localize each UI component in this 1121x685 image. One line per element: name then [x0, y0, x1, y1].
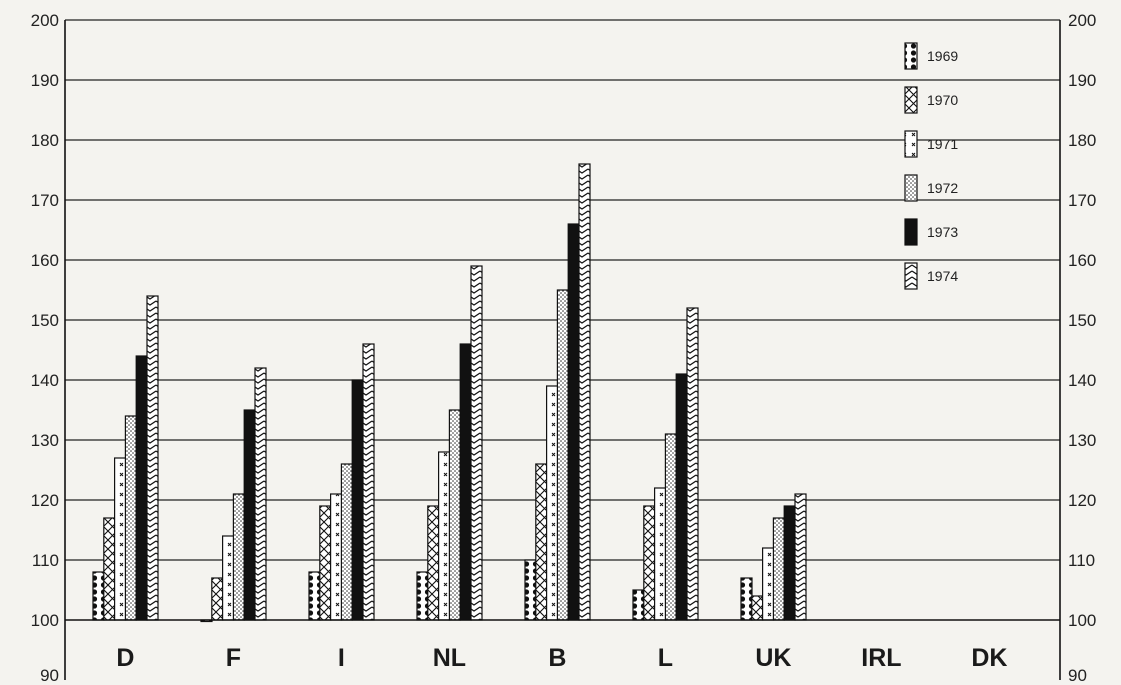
- y-tick-label-right: 100: [1068, 611, 1096, 630]
- bar-l-1974: [686, 307, 699, 621]
- bar-i-1972: [340, 463, 353, 621]
- bar-uk-1972: [772, 517, 786, 621]
- bar-nl-1969: [416, 571, 429, 621]
- legend-swatch-1969: [904, 42, 918, 70]
- bar-b-1969: [524, 559, 537, 621]
- bar-uk-1969: [740, 577, 753, 621]
- category-label: D: [116, 644, 134, 672]
- legend-label: 1972: [927, 180, 958, 196]
- category-label: B: [548, 644, 566, 672]
- y-tick-label: 110: [32, 551, 59, 570]
- legend-label: 1973: [927, 224, 958, 240]
- legend-label: 1974: [927, 268, 958, 284]
- y-tick-label: 170: [31, 191, 59, 210]
- bars: [92, 163, 807, 623]
- y-tick-label: 200: [31, 11, 59, 30]
- category-labels: D F I NL B L UK IRL DK: [116, 644, 1007, 672]
- bar-f-1971: [222, 535, 235, 621]
- bar-d-1970: [103, 517, 116, 621]
- legend-label: 1971: [927, 136, 958, 152]
- bar-l-1969: [632, 589, 645, 621]
- bar-d-1974: [146, 295, 159, 621]
- legend-swatch-1972: [904, 174, 918, 202]
- y-tick-label-right: 90: [1068, 666, 1087, 685]
- bar-b-1971: [545, 385, 559, 621]
- y-tick-label-right: 200: [1068, 11, 1096, 30]
- y-tick-label-right: 170: [1068, 191, 1096, 210]
- y-tick-label: 150: [31, 311, 59, 330]
- category-label: IRL: [861, 644, 901, 672]
- legend-swatch-1973: [904, 218, 918, 246]
- y-tick-label: 130: [31, 431, 59, 450]
- y-tick-label-right: 190: [1068, 71, 1096, 90]
- bar-b-1973: [567, 223, 580, 621]
- bar-nl-1973: [459, 343, 472, 621]
- bar-f-1970: [211, 577, 224, 621]
- y-tick-label: 100: [31, 611, 59, 630]
- category-label: NL: [433, 644, 466, 672]
- category-label: I: [338, 644, 345, 672]
- y-tick-label: 120: [31, 491, 59, 510]
- bar-d-1973: [135, 355, 148, 621]
- bar-f-1974: [254, 367, 267, 621]
- bar-i-1973: [351, 379, 364, 621]
- category-label: DK: [971, 644, 1007, 672]
- legend-swatch-1971: [904, 130, 918, 158]
- bar-f-1972: [232, 493, 245, 621]
- bar-l-1971: [653, 487, 667, 621]
- bar-i-1971: [330, 493, 343, 621]
- bar-l-1973: [675, 373, 688, 621]
- y-tick-label-right: 150: [1068, 311, 1096, 330]
- y-tick-label-right: 120: [1068, 491, 1096, 510]
- legend: 1969 1970 1971 1972 1973 1974: [904, 42, 958, 290]
- bar-nl-1970: [427, 505, 440, 621]
- bar-b-1970: [535, 463, 548, 621]
- bar-nl-1971: [438, 451, 451, 621]
- bar-l-1972: [664, 433, 678, 621]
- y-tick-label: 140: [31, 371, 59, 390]
- y-axis-right-ticks: 90 100 110 120 130 140 150 160 170 180 190 200: [1068, 11, 1096, 685]
- legend-label: 1969: [927, 48, 958, 64]
- bar-i-1970: [319, 505, 332, 621]
- legend-swatch-1974: [904, 262, 918, 290]
- bar-nl-1972: [448, 409, 461, 621]
- category-label: F: [226, 644, 241, 672]
- y-tick-label-right: 180: [1068, 131, 1096, 150]
- bar-l-1970: [643, 505, 656, 621]
- bar-b-1974: [578, 163, 591, 621]
- bar-b-1972: [556, 289, 570, 621]
- bar-uk-1971: [761, 547, 775, 621]
- y-tick-label-right: 130: [1068, 431, 1096, 450]
- legend-label: 1970: [927, 92, 958, 108]
- bar-uk-1974: [794, 493, 807, 621]
- y-axis-left-ticks: 90 100 110 120 130 140 150 160 170 180 190 200: [31, 11, 59, 685]
- category-label: UK: [755, 644, 791, 672]
- y-tick-label: 160: [31, 251, 59, 270]
- y-tick-label: 90: [40, 666, 59, 685]
- category-label: L: [658, 644, 673, 672]
- y-tick-label-right: 160: [1068, 251, 1096, 270]
- bar-uk-1973: [783, 505, 796, 621]
- bar-d-1969: [92, 571, 105, 621]
- y-tick-label-right: 140: [1068, 371, 1096, 390]
- bar-i-1969: [308, 571, 321, 621]
- bar-f-1973: [243, 409, 256, 621]
- y-tick-label: 180: [31, 131, 59, 150]
- legend-swatch-1970: [904, 86, 918, 114]
- y-tick-label: 190: [31, 71, 59, 90]
- bar-nl-1974: [470, 265, 483, 621]
- y-tick-label-right: 110: [1068, 551, 1095, 570]
- bar-i-1974: [362, 343, 375, 621]
- bar-d-1971: [113, 457, 127, 621]
- bar-uk-1970: [751, 595, 764, 621]
- bar-d-1972: [124, 415, 138, 621]
